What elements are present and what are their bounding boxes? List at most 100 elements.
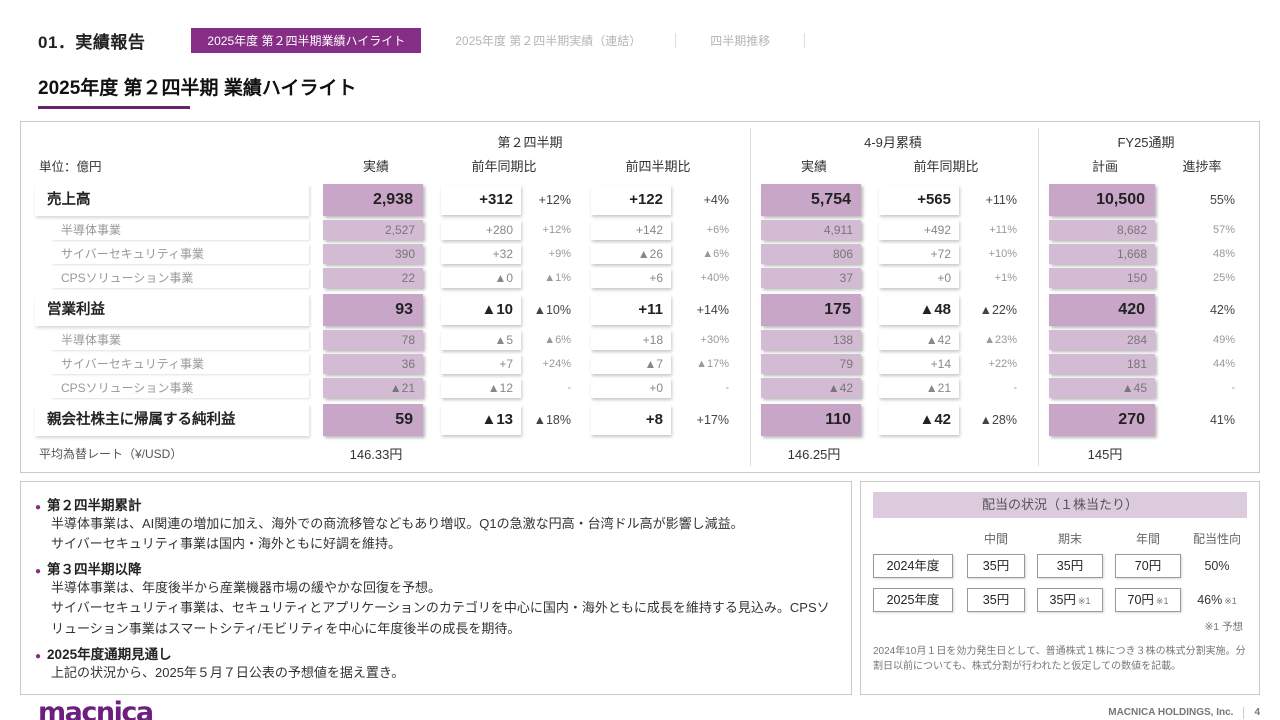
cum-yoy-value: +565 xyxy=(879,185,959,215)
bullet-text: 半導体事業は、AI関連の増加に加え、海外での商流移管などもあり増収。Q1の急激な… xyxy=(51,516,744,531)
col-header-progress: 進捗率 xyxy=(1182,158,1222,174)
q2-qoq-value: +6 xyxy=(591,268,671,288)
footer-divider xyxy=(1243,706,1245,719)
dividend-note-ref: ※1 xyxy=(1155,596,1169,606)
dividend-note-ref: ※1 xyxy=(1077,596,1091,606)
cum-yoy-pct: ▲23% xyxy=(984,334,1017,346)
fx-rate-label: 平均為替レート（¥/USD） xyxy=(39,447,183,461)
page-number: 4 xyxy=(1254,707,1260,718)
q2-actual-value: 78 xyxy=(323,330,423,350)
row-label: CPSソリューション事業 xyxy=(51,378,309,398)
footer: macnica MACNICA HOLDINGS, Inc. 4 xyxy=(0,695,1280,720)
tab-bar: 2025年度 第２四半期業績ハイライト 2025年度 第２四半期実績（連結） 四… xyxy=(191,28,806,53)
q2-actual-value: 2,527 xyxy=(323,220,423,240)
q2-yoy-value: ▲13 xyxy=(441,405,521,435)
dividend-forecast-note: ※1 予想 xyxy=(1204,621,1243,633)
group-header-fy: FY25通期 xyxy=(1117,134,1175,150)
table-row: CPSソリューション事業 ▲21 ▲12 - +0 - ▲42 ▲21 - ▲45 - xyxy=(35,378,1245,398)
col-header-qoq: 前四半期比 xyxy=(625,158,691,174)
cum-yoy-value: +492 xyxy=(879,220,959,240)
bullet-heading: 第２四半期累計 xyxy=(47,498,142,513)
q2-qoq-value: ▲7 xyxy=(591,354,671,374)
group-header-row: 第２四半期 4-9月累積 FY25通期 xyxy=(35,130,1245,152)
q2-yoy-pct: +12% xyxy=(538,193,571,207)
tab-highlight[interactable]: 2025年度 第２四半期業績ハイライト xyxy=(191,28,422,53)
column-separator xyxy=(1038,128,1039,466)
table-row: 売上高 2,938 +312 +12% +122 +4% 5,754 +565 +11% 10,5… xyxy=(35,184,1245,216)
cum-actual-value: 175 xyxy=(761,294,861,326)
table-body: 売上高 2,938 +312 +12% +122 +4% 5,754 +565 +11% 10,5… xyxy=(35,184,1245,436)
tab-quarterly-trend[interactable]: 四半期推移 xyxy=(710,34,771,48)
q2-qoq-value: +11 xyxy=(591,295,671,325)
row-label: 半導体事業 xyxy=(51,330,309,350)
q2-actual-value: 390 xyxy=(323,244,423,264)
fy-plan-value: 8,682 xyxy=(1049,220,1155,240)
fx-rate-q2: 146.33円 xyxy=(349,447,403,462)
q2-qoq-value: +0 xyxy=(591,378,671,398)
bullet-text: 半導体事業は、年度後半から産業機器市場の緩やかな回復を予想。 xyxy=(51,580,442,596)
tab-consolidated[interactable]: 2025年度 第２四半期実績（連結） xyxy=(455,34,642,48)
title-underline xyxy=(38,106,190,109)
fy-progress-value: 41% xyxy=(1209,413,1235,427)
col-header-cum-actual: 実績 xyxy=(800,158,827,174)
q2-qoq-value: ▲26 xyxy=(591,244,671,264)
dividend-title: 配当の状況（１株当たり） xyxy=(873,492,1247,518)
dividend-payout: 46% ※1 xyxy=(1187,593,1247,607)
commentary-panel: ● 第２四半期累計半導体事業は、AI関連の増加に加え、海外での商流移管などもあり増… xyxy=(20,481,852,695)
dividend-col-annual: 年間 xyxy=(1135,532,1160,546)
cum-yoy-pct: +10% xyxy=(988,248,1017,260)
q2-qoq-value: +18 xyxy=(591,330,671,350)
q2-yoy-pct: ▲10% xyxy=(533,303,571,317)
fy-plan-value: 1,668 xyxy=(1049,244,1155,264)
dividend-col-interim: 中間 xyxy=(983,532,1008,546)
row-label: サイバーセキュリティ事業 xyxy=(51,244,309,264)
q2-yoy-value: ▲0 xyxy=(441,268,521,288)
payout-note-ref: ※1 xyxy=(1224,596,1237,606)
dividend-col-payout: 配当性向 xyxy=(1192,532,1241,546)
commentary-bullet: ● 第３四半期以降 半導体事業は、年度後半から産業機器市場の緩やかな回復を予想。 サイ… xyxy=(35,558,837,638)
q2-yoy-value: +312 xyxy=(441,185,521,215)
commentary-list: ● 第２四半期累計半導体事業は、AI関連の増加に加え、海外での商流移管などもあり増… xyxy=(35,494,837,683)
dividend-panel: 配当の状況（１株当たり） 中間 期末 年間 配当性向 2024年度 35円 35円 7… xyxy=(860,481,1260,695)
results-table: 第２四半期 4-9月累積 FY25通期 単位：億円 実績 前年同期比 前四半期比… xyxy=(20,121,1260,473)
q2-yoy-pct: ▲6% xyxy=(544,334,571,346)
bottom-panels: ● 第２四半期累計半導体事業は、AI関連の増加に加え、海外での商流移管などもあり増… xyxy=(20,481,1260,695)
title-block: 2025年度 第２四半期 業績ハイライト xyxy=(0,53,1280,109)
q2-yoy-pct: ▲18% xyxy=(533,413,571,427)
payout-value: 46% xyxy=(1197,593,1223,607)
fy-progress-value: 49% xyxy=(1212,334,1235,346)
row-label: 売上高 xyxy=(35,184,309,216)
q2-yoy-value: +7 xyxy=(441,354,521,374)
bullet-text: サイバーセキュリティ事業は国内・海外ともに好調を維持。 xyxy=(51,536,401,552)
table-row: 半導体事業 78 ▲5 ▲6% +18 +30% 138 ▲42 ▲23% 284 49% xyxy=(35,330,1245,350)
q2-actual-value: 36 xyxy=(323,354,423,374)
fy-plan-value: ▲45 xyxy=(1049,378,1155,398)
q2-actual-value: 59 xyxy=(323,404,423,436)
bullet-heading: 第３四半期以降 xyxy=(47,562,142,578)
header: 01．実績報告 2025年度 第２四半期業績ハイライト 2025年度 第２四半期… xyxy=(0,0,1280,53)
fy-plan-value: 284 xyxy=(1049,330,1155,350)
table-row: 営業利益 93 ▲10 ▲10% +11 +14% 175 ▲48 ▲22% 420 42% xyxy=(35,294,1245,326)
row-label: 半導体事業 xyxy=(51,220,309,240)
dividend-col-yearend: 期末 xyxy=(1057,532,1082,546)
col-header-yoy: 前年同期比 xyxy=(471,158,537,174)
q2-qoq-pct: +17% xyxy=(696,413,729,427)
bullet-heading: 2025年度通期見通し xyxy=(47,646,172,662)
footer-right: MACNICA HOLDINGS, Inc. 4 xyxy=(1108,706,1260,719)
fy-progress-value: 55% xyxy=(1209,193,1235,207)
q2-yoy-pct: +12% xyxy=(542,224,571,236)
q2-qoq-value: +142 xyxy=(591,220,671,240)
payout-value: 50% xyxy=(1204,559,1230,573)
fy-plan-value: 150 xyxy=(1049,268,1155,288)
dividend-value: 35円 xyxy=(1056,559,1084,573)
fy-progress-value: 42% xyxy=(1209,303,1235,317)
cum-yoy-pct: +11% xyxy=(989,224,1017,236)
cum-yoy-pct: ▲22% xyxy=(979,303,1017,317)
bullet-icon: ● xyxy=(35,566,42,578)
fy-plan-value: 270 xyxy=(1049,404,1155,436)
group-header-q2: 第２四半期 xyxy=(497,134,563,150)
cum-yoy-value: ▲42 xyxy=(879,330,959,350)
q2-yoy-pct: +24% xyxy=(542,358,571,370)
q2-yoy-pct: ▲1% xyxy=(544,272,571,284)
col-header-actual: 実績 xyxy=(362,158,389,174)
